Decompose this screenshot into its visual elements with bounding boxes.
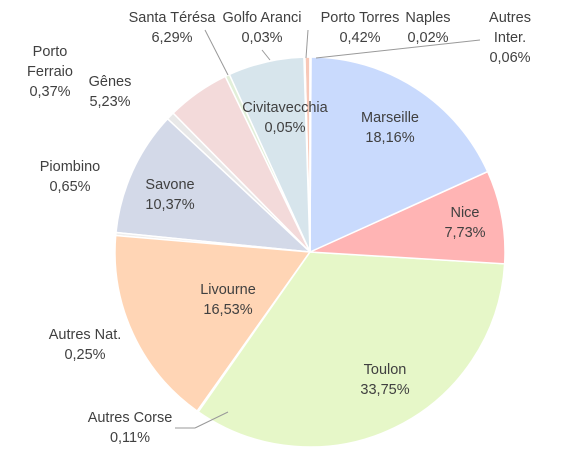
slice-label: Civitavecchia 0,05% xyxy=(230,98,340,138)
slice-name: Naples xyxy=(405,10,451,26)
slice-name: Porto Torres xyxy=(320,10,400,26)
slice-label: Porto Torres 0,42% xyxy=(310,8,410,48)
slice-name: Civitavecchia xyxy=(242,100,328,116)
leader-line xyxy=(194,411,229,429)
slice-value: 33,75% xyxy=(360,382,410,398)
slice-value: 7,73% xyxy=(444,225,486,241)
slice-name: Gênes xyxy=(88,74,132,90)
slice-label: Autres Nat. 0,25% xyxy=(30,325,140,365)
slice-value: 0,05% xyxy=(264,120,306,136)
slice-value: 0,25% xyxy=(64,347,106,363)
slice xyxy=(115,117,313,253)
slice xyxy=(197,251,506,448)
leader-line xyxy=(315,39,481,59)
slice-name: Piombino xyxy=(39,159,101,175)
slice-value: 0,11% xyxy=(109,430,151,446)
slice-label: Marseille 18,16% xyxy=(340,108,440,148)
leader-line xyxy=(204,29,229,76)
slice-label: Savone 10,37% xyxy=(120,175,220,215)
slice-label: Autres Corse 0,11% xyxy=(75,408,185,448)
slice-name: Autres Corse xyxy=(87,410,173,426)
slice xyxy=(114,234,312,413)
slice-value: 6,29% xyxy=(151,30,193,46)
slice-label: Livourne 16,53% xyxy=(178,280,278,320)
slice-name: Golfo Aranci xyxy=(222,10,302,26)
slice-name: Livourne xyxy=(200,282,256,298)
slice xyxy=(309,56,489,254)
slice-name: Autres Inter. xyxy=(489,10,531,46)
slice xyxy=(309,170,506,265)
slice-name: Autres Nat. xyxy=(48,327,122,343)
slice-value: 18,16% xyxy=(365,130,415,146)
slice-name: Porto Ferraio xyxy=(27,44,73,80)
slice-label: Golfo Aranci 0,03% xyxy=(215,8,310,48)
slice-value: 0,03% xyxy=(241,30,283,46)
slice-label: Gênes 5,23% xyxy=(70,72,150,112)
leader-line xyxy=(305,29,309,59)
slice-value: 0,06% xyxy=(489,50,531,66)
slice-name: Santa Térésa xyxy=(128,10,216,26)
slice-name: Nice xyxy=(450,205,480,221)
slice-label: Autres Inter. 0,06% xyxy=(485,8,535,68)
slice-value: 5,23% xyxy=(89,94,131,110)
slice-label: Piombino 0,65% xyxy=(20,157,120,197)
slice-value: 0,02% xyxy=(407,30,449,46)
slice-value: 10,37% xyxy=(145,197,195,213)
slice-value: 16,53% xyxy=(203,302,253,318)
slice-name: Toulon xyxy=(363,362,407,378)
slice-value: 0,42% xyxy=(339,30,381,46)
slice-label: Porto Ferraio 0,37% xyxy=(20,42,80,102)
slice-label: Toulon 33,75% xyxy=(335,360,435,400)
slice-label: Naples 0,02% xyxy=(398,8,458,48)
slice-label: Santa Térésa 6,29% xyxy=(117,8,227,48)
slice-label: Nice 7,73% xyxy=(425,203,505,243)
leader-line xyxy=(261,49,271,61)
slice-name: Marseille xyxy=(360,110,419,126)
slice-value: 0,37% xyxy=(29,84,71,100)
slice-value: 0,65% xyxy=(49,179,91,195)
slice-name: Savone xyxy=(145,177,195,193)
